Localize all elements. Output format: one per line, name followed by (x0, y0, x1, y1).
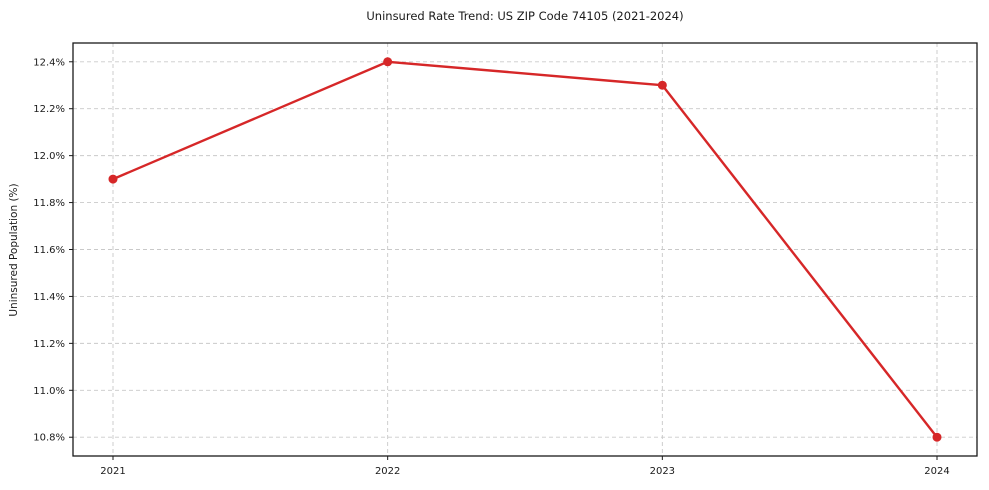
trend-line (111, 60, 939, 439)
data-point (932, 432, 942, 442)
y-tick-label: 11.2% (33, 339, 65, 350)
data-point (657, 80, 667, 90)
y-tick-label: 11.6% (33, 245, 65, 256)
chart-title: Uninsured Rate Trend: US ZIP Code 74105 … (366, 9, 684, 23)
y-tick-label: 12.2% (33, 104, 65, 115)
y-tick-label: 11.4% (33, 292, 65, 303)
data-point (383, 57, 393, 67)
y-tick-label: 10.8% (33, 433, 65, 444)
y-tick-label: 11.8% (33, 198, 65, 209)
plot-border (72, 42, 978, 457)
x-tick-label: 2022 (375, 466, 400, 477)
y-tick-label: 12.4% (33, 57, 65, 68)
y-tick-label: 12.0% (33, 151, 65, 162)
x-tick-label: 2021 (100, 466, 125, 477)
data-point (108, 174, 118, 184)
x-tick-label: 2023 (650, 466, 675, 477)
x-tick-label: 2024 (924, 466, 949, 477)
y-tick-label: 11.0% (33, 386, 65, 397)
